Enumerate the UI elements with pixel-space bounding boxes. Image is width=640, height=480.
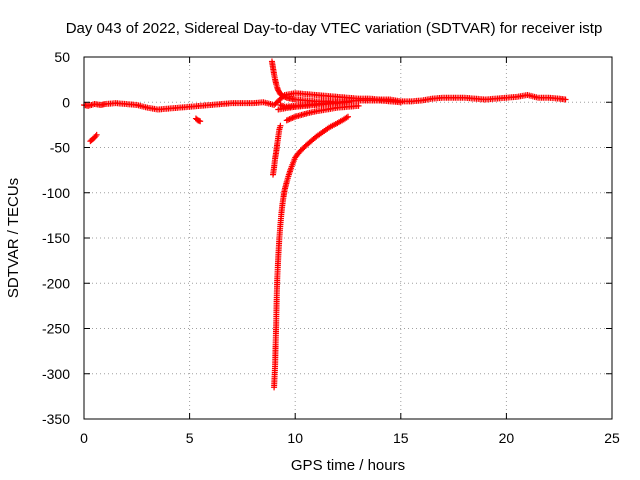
data-point [562, 96, 569, 103]
data-point [277, 122, 284, 129]
y-tick-label: -350 [42, 411, 70, 427]
data-point [92, 133, 99, 140]
y-tick-label: -150 [42, 230, 70, 246]
data-point [345, 113, 351, 120]
x-tick-label: 10 [287, 430, 303, 446]
x-tick-label: 20 [499, 430, 515, 446]
data-point [334, 99, 341, 106]
axis-ticks: 0 5 10 15 20 25 -350 -300 -250 -200 -150 -100 -50 0 50 [42, 49, 620, 446]
y-tick-label: 50 [54, 49, 70, 65]
x-tick-label: 15 [393, 430, 409, 446]
data-points [81, 58, 569, 391]
y-axis-label: SDTVAR / TECUs [5, 178, 22, 298]
x-tick-label: 0 [80, 430, 88, 446]
y-tick-label: -250 [42, 321, 70, 337]
data-point [355, 102, 362, 109]
chart-title: Day 043 of 2022, Sidereal Day-to-day VTE… [66, 20, 603, 37]
data-point [93, 131, 100, 138]
grid [84, 57, 612, 419]
y-tick-label: -200 [42, 275, 70, 291]
y-tick-label: -50 [50, 140, 70, 156]
x-tick-label: 5 [186, 430, 194, 446]
x-axis-label: GPS time / hours [291, 457, 405, 474]
data-point [197, 118, 204, 125]
y-tick-label: -100 [42, 185, 70, 201]
y-tick-label: 0 [62, 94, 70, 110]
data-point [397, 99, 404, 106]
y-tick-label: -300 [42, 366, 70, 382]
x-tick-label: 25 [604, 430, 620, 446]
